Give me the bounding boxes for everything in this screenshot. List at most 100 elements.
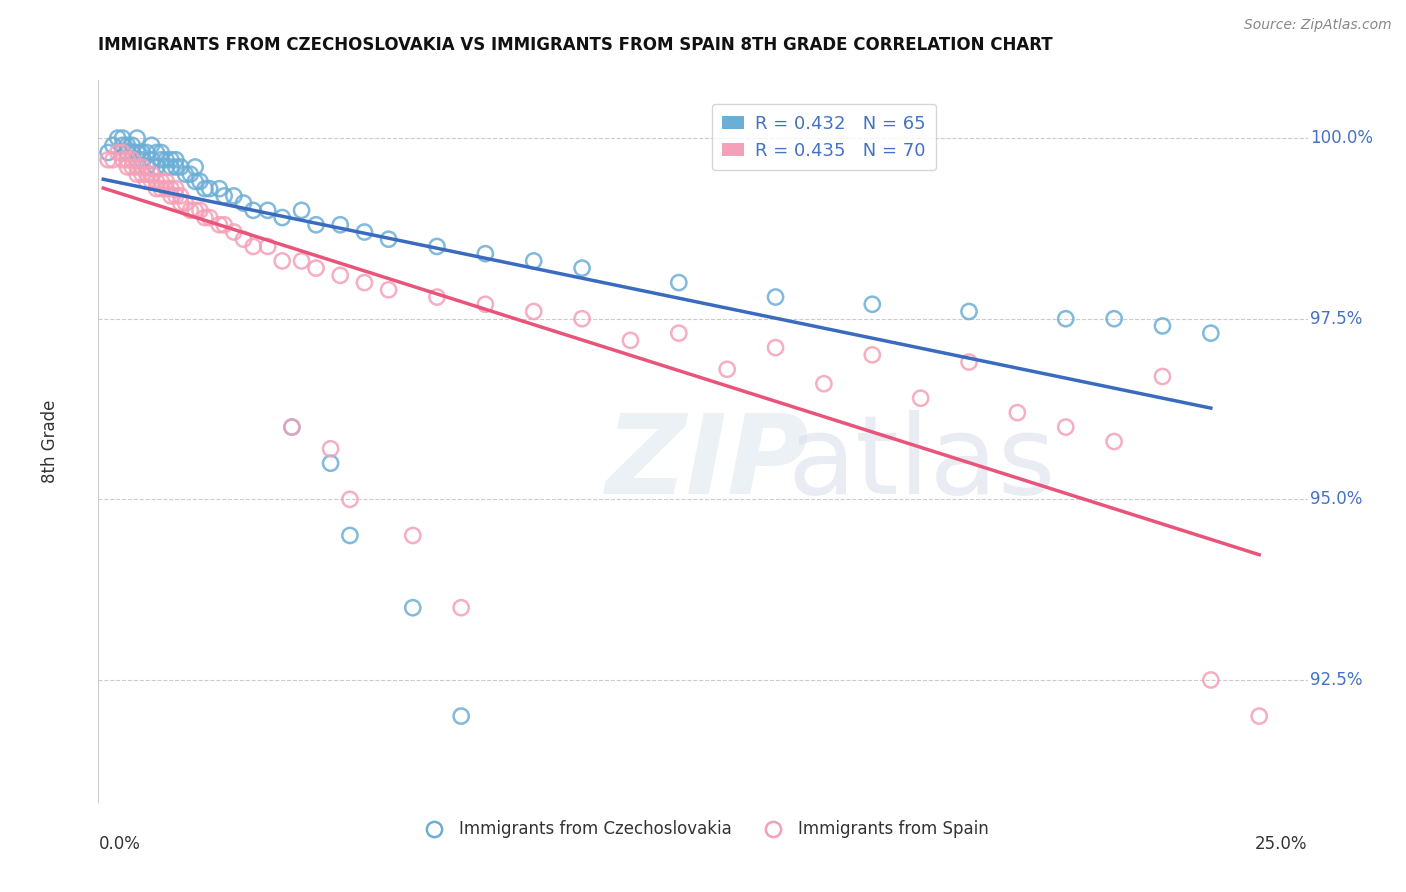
Point bbox=[131, 160, 153, 174]
Point bbox=[150, 145, 173, 160]
Point bbox=[127, 145, 149, 160]
Point bbox=[208, 181, 231, 195]
Point bbox=[150, 181, 173, 195]
Point bbox=[339, 528, 361, 542]
Point bbox=[184, 174, 207, 188]
Point bbox=[174, 167, 197, 181]
Text: 8th Grade: 8th Grade bbox=[41, 400, 59, 483]
Point bbox=[1152, 318, 1174, 333]
Text: 95.0%: 95.0% bbox=[1310, 491, 1362, 508]
Point bbox=[290, 203, 312, 218]
Point bbox=[1199, 673, 1222, 687]
Point bbox=[668, 326, 690, 340]
Text: ZIP: ZIP bbox=[606, 409, 810, 516]
Point bbox=[957, 304, 980, 318]
Point bbox=[377, 283, 399, 297]
Point bbox=[107, 145, 129, 160]
Point bbox=[117, 145, 139, 160]
Point bbox=[474, 246, 496, 260]
Point bbox=[135, 167, 157, 181]
Point bbox=[212, 218, 235, 232]
Text: 25.0%: 25.0% bbox=[1256, 835, 1308, 854]
Point bbox=[290, 253, 312, 268]
Point bbox=[165, 189, 187, 203]
Point bbox=[281, 420, 304, 434]
Point bbox=[910, 391, 932, 405]
Point bbox=[127, 153, 149, 167]
Point bbox=[242, 203, 264, 218]
Point bbox=[145, 145, 167, 160]
Point bbox=[194, 181, 217, 195]
Text: Source: ZipAtlas.com: Source: ZipAtlas.com bbox=[1244, 18, 1392, 32]
Point bbox=[160, 181, 183, 195]
Point bbox=[165, 153, 187, 167]
Point bbox=[121, 160, 143, 174]
Point bbox=[353, 225, 375, 239]
Point bbox=[1249, 709, 1271, 723]
Point bbox=[523, 304, 546, 318]
Point bbox=[135, 160, 157, 174]
Point bbox=[1054, 420, 1077, 434]
Point bbox=[150, 153, 173, 167]
Point bbox=[1102, 434, 1125, 449]
Point bbox=[141, 153, 163, 167]
Text: IMMIGRANTS FROM CZECHOSLOVAKIA VS IMMIGRANTS FROM SPAIN 8TH GRADE CORRELATION CH: IMMIGRANTS FROM CZECHOSLOVAKIA VS IMMIGR… bbox=[98, 36, 1053, 54]
Point bbox=[111, 138, 134, 153]
Point bbox=[141, 174, 163, 188]
Point bbox=[329, 218, 352, 232]
Point bbox=[571, 311, 593, 326]
Legend: Immigrants from Czechoslovakia, Immigrants from Spain: Immigrants from Czechoslovakia, Immigran… bbox=[411, 814, 995, 845]
Point bbox=[121, 145, 143, 160]
Point bbox=[188, 203, 211, 218]
Point bbox=[271, 253, 294, 268]
Point bbox=[305, 218, 328, 232]
Point bbox=[145, 160, 167, 174]
Point bbox=[860, 297, 883, 311]
Point bbox=[155, 174, 177, 188]
Point bbox=[165, 181, 187, 195]
Point bbox=[256, 239, 278, 253]
Point bbox=[402, 528, 425, 542]
Point bbox=[131, 145, 153, 160]
Point bbox=[117, 160, 139, 174]
Text: 92.5%: 92.5% bbox=[1310, 671, 1362, 689]
Point bbox=[450, 709, 472, 723]
Point bbox=[339, 492, 361, 507]
Point bbox=[813, 376, 835, 391]
Point bbox=[329, 268, 352, 283]
Point bbox=[97, 145, 120, 160]
Point bbox=[101, 153, 124, 167]
Point bbox=[111, 131, 134, 145]
Text: 0.0%: 0.0% bbox=[98, 835, 141, 854]
Point bbox=[319, 442, 342, 456]
Point bbox=[353, 276, 375, 290]
Point bbox=[668, 276, 690, 290]
Point bbox=[165, 160, 187, 174]
Point bbox=[402, 600, 425, 615]
Point bbox=[141, 167, 163, 181]
Point bbox=[141, 138, 163, 153]
Point bbox=[1152, 369, 1174, 384]
Point bbox=[957, 355, 980, 369]
Point bbox=[319, 456, 342, 470]
Point bbox=[1102, 311, 1125, 326]
Point bbox=[121, 153, 143, 167]
Point bbox=[271, 211, 294, 225]
Point bbox=[184, 160, 207, 174]
Point bbox=[305, 261, 328, 276]
Point bbox=[155, 160, 177, 174]
Point bbox=[256, 203, 278, 218]
Point bbox=[1007, 406, 1029, 420]
Point bbox=[242, 239, 264, 253]
Point bbox=[155, 181, 177, 195]
Point bbox=[150, 174, 173, 188]
Point bbox=[111, 153, 134, 167]
Point bbox=[127, 131, 149, 145]
Point bbox=[1054, 311, 1077, 326]
Text: 97.5%: 97.5% bbox=[1310, 310, 1362, 327]
Point bbox=[127, 160, 149, 174]
Point bbox=[188, 174, 211, 188]
Point bbox=[184, 203, 207, 218]
Point bbox=[232, 232, 254, 246]
Point bbox=[212, 189, 235, 203]
